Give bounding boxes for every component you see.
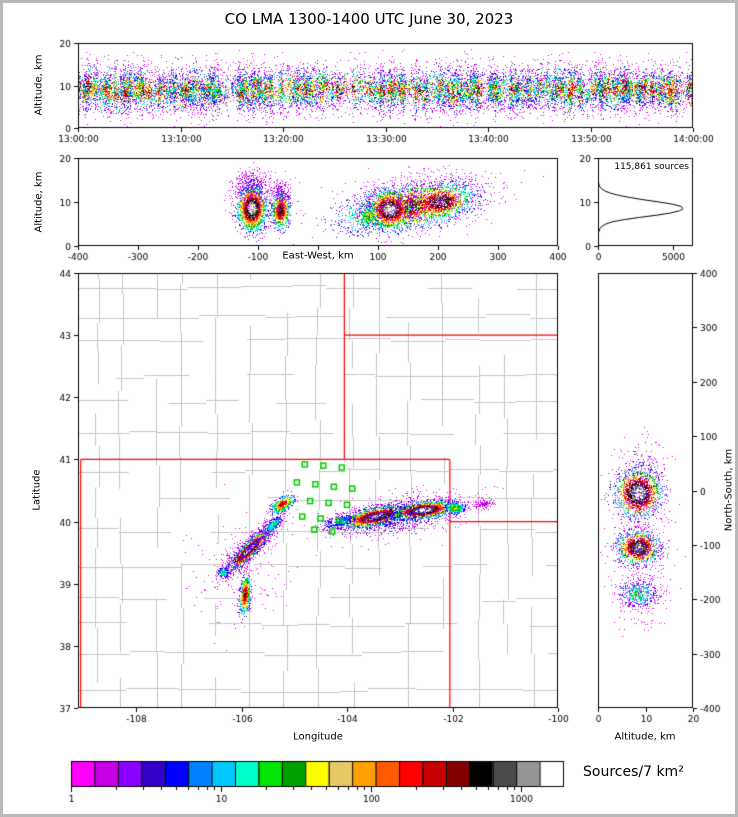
lma-plot-canvas	[3, 3, 735, 814]
x-axis-label-map: Longitude	[293, 731, 343, 743]
x-axis-label-ns-panel: Altitude, km	[614, 731, 676, 743]
plot-title: CO LMA 1300-1400 UTC June 30, 2023	[224, 10, 514, 28]
y-axis-label-map: Latitude	[31, 469, 43, 511]
y-axis-label-time-panel: Altitude, km	[33, 54, 45, 116]
histogram-annotation: 115,861 sources	[614, 162, 689, 172]
colorbar-title: Sources/7 km²	[583, 764, 684, 780]
y-axis-label-ew-panel: Altitude, km	[33, 171, 45, 233]
y-axis-label-ns-panel: North-South, km	[723, 448, 735, 532]
x-axis-label-ew-panel: East-West, km	[282, 250, 354, 262]
